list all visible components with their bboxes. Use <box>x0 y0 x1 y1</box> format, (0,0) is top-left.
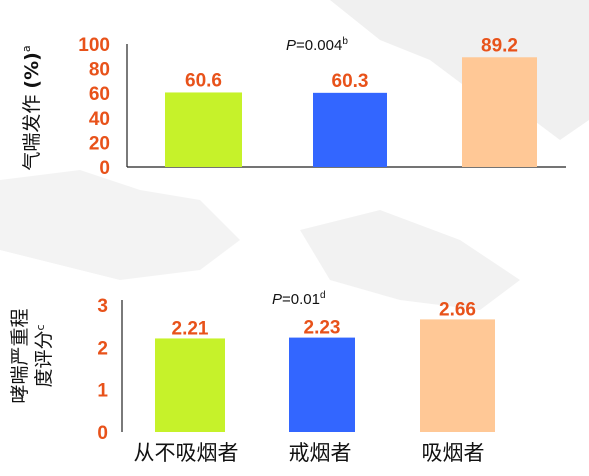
chart-top-p-value: P=0.004b <box>286 36 348 54</box>
y-tick-label: 60 <box>89 84 110 105</box>
bar-value-label: 60.3 <box>332 71 369 92</box>
y-tick-label: 80 <box>89 60 110 81</box>
bar-value-label: 60.6 <box>185 70 222 91</box>
category-label: 从不吸烟者 <box>134 441 239 465</box>
category-label: 戒烟者 <box>289 441 352 465</box>
bar-value-label: 2.23 <box>304 318 341 339</box>
bar <box>462 57 537 168</box>
chart-bottom: 哮喘严重程 度评分c 0 1 2 3 2.21 2.23 2.66 P=0.01d <box>9 290 495 444</box>
chart-top-yticks: 0 20 40 60 80 100 <box>78 35 110 179</box>
chart-top-ylabel: 气喘发作(%)a <box>20 45 43 170</box>
chart-bottom-ylabel-line1: 哮喘严重程 <box>9 308 31 403</box>
chart-top-value-labels: 60.6 60.3 89.2 <box>185 35 518 92</box>
chart-bottom-p-value: P=0.01d <box>272 290 326 308</box>
chart-bottom-yticks: 0 1 2 3 <box>97 296 108 444</box>
y-tick-label: 0 <box>97 423 108 444</box>
bar <box>313 92 387 167</box>
bar <box>155 338 225 432</box>
y-tick-label: 100 <box>78 35 110 56</box>
y-tick-label: 1 <box>97 381 108 402</box>
y-tick-label: 2 <box>97 338 108 359</box>
bar <box>165 92 242 167</box>
chart-top: 气喘发作(%)a 0 20 40 60 80 100 60.6 60.3 89.2 P=0.0… <box>20 35 566 179</box>
bar-value-label: 89.2 <box>481 35 518 56</box>
chart-bottom-value-labels: 2.21 2.23 2.66 <box>172 299 476 339</box>
category-label: 吸烟者 <box>422 441 485 465</box>
chart-bottom-bars <box>155 319 495 432</box>
y-tick-label: 0 <box>99 158 110 179</box>
bar <box>420 319 495 432</box>
y-tick-label: 20 <box>89 133 110 154</box>
bar <box>289 337 355 432</box>
y-tick-label: 3 <box>97 296 108 317</box>
bar-value-label: 2.66 <box>439 299 476 320</box>
chart-top-bars <box>165 57 537 168</box>
category-labels: 从不吸烟者 戒烟者 吸烟者 <box>134 441 485 465</box>
bar-value-label: 2.21 <box>172 318 209 339</box>
y-tick-label: 40 <box>89 109 110 130</box>
chart-bottom-ylabel-line2: 度评分c <box>33 324 55 387</box>
